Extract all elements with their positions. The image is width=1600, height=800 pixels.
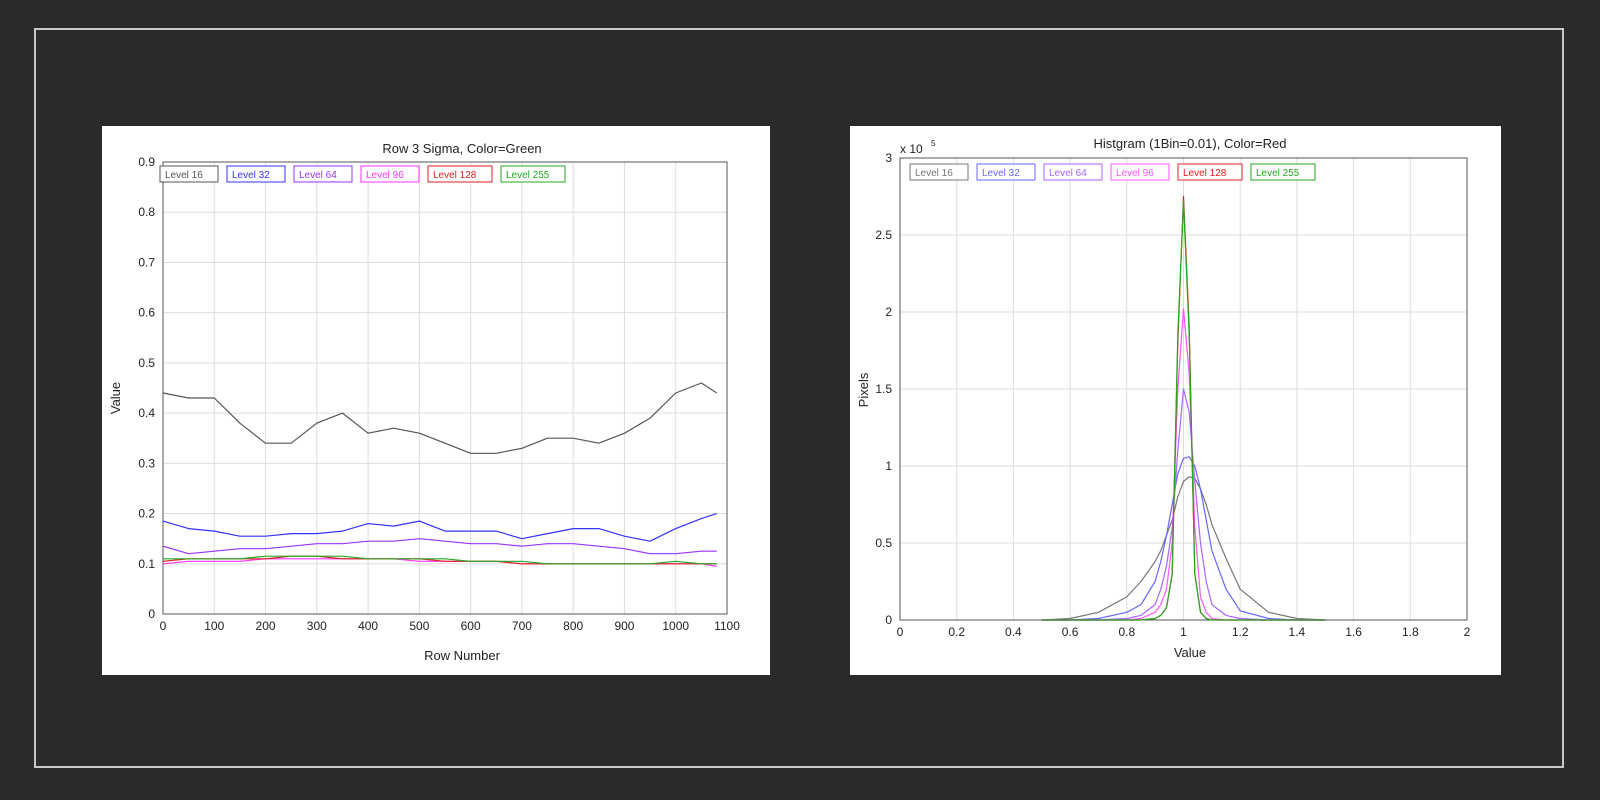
x-tick-label: 1.8 xyxy=(1402,625,1419,639)
y-tick-label: 0.3 xyxy=(138,456,155,470)
x-tick-label: 600 xyxy=(461,619,481,633)
x-tick-label: 0.6 xyxy=(1062,625,1079,639)
legend-box xyxy=(909,163,969,181)
y-tick-label: 0.5 xyxy=(875,536,892,550)
y-tick-label: 0.9 xyxy=(138,155,155,169)
x-axis-label: Row Number xyxy=(424,648,501,663)
series-line-level-128 xyxy=(162,555,717,565)
plot-area-frame xyxy=(162,161,728,615)
y-tick-label: 0.8 xyxy=(138,205,155,219)
y-axis-label: Value xyxy=(108,382,123,414)
legend-label: Level 32 xyxy=(982,168,1020,179)
x-tick-label: 1.2 xyxy=(1232,625,1249,639)
legend-label: Level 96 xyxy=(366,170,404,181)
x-tick-label: 1.6 xyxy=(1345,625,1362,639)
y-tick-label: 0.6 xyxy=(138,306,155,320)
y-scale-exponent: 5 xyxy=(931,139,936,148)
x-tick-label: 1000 xyxy=(662,619,689,633)
legend-label: Level 255 xyxy=(1256,168,1300,179)
histogram-chart: Histgram (1Bin=0.01), Color=Red Value Pi… xyxy=(856,136,1471,660)
x-tick-label: 0 xyxy=(897,625,904,639)
legend-label: Level 128 xyxy=(1183,168,1227,179)
legend-box xyxy=(427,165,493,183)
x-tick-label: 0 xyxy=(160,619,167,633)
chart-title: Histgram (1Bin=0.01), Color=Red xyxy=(1094,136,1287,151)
histogram-chart-panel: Histgram (1Bin=0.01), Color=Red Value Pi… xyxy=(850,126,1501,675)
legend-box xyxy=(1043,163,1103,181)
y-tick-label: 2 xyxy=(885,305,892,319)
x-axis-label: Value xyxy=(1174,645,1206,660)
legend-label: Level 32 xyxy=(232,170,270,181)
y-tick-label: 1.5 xyxy=(875,382,892,396)
x-tick-label: 1 xyxy=(1180,625,1187,639)
x-tick-label: 400 xyxy=(358,619,378,633)
legend-label: Level 64 xyxy=(1049,168,1087,179)
y-tick-label: 0.2 xyxy=(138,507,155,521)
legend-label: Level 16 xyxy=(915,168,953,179)
legend-box xyxy=(500,165,566,183)
series-line-level-16 xyxy=(162,382,718,454)
x-tick-label: 1100 xyxy=(714,619,740,633)
legend-box xyxy=(1177,163,1243,181)
x-tick-label: 0.8 xyxy=(1118,625,1135,639)
x-tick-label: 2 xyxy=(1464,625,1471,639)
sigma-chart-panel: Row 3 Sigma, Color=Green Row Number Valu… xyxy=(102,126,770,675)
series-line-level-64 xyxy=(1041,388,1326,621)
y-axis-label: Pixels xyxy=(856,372,871,407)
legend-box xyxy=(976,163,1036,181)
x-tick-label: 100 xyxy=(204,619,224,633)
legend-label: Level 64 xyxy=(299,170,337,181)
y-tick-label: 0 xyxy=(148,607,155,621)
sigma-chart: Row 3 Sigma, Color=Green Row Number Valu… xyxy=(108,141,740,663)
y-tick-label: 3 xyxy=(885,151,892,165)
x-tick-label: 0.4 xyxy=(1005,625,1022,639)
plot-area-frame xyxy=(899,157,1468,621)
legend-box xyxy=(159,165,219,183)
y-tick-label: 0.5 xyxy=(138,356,155,370)
series-line-level-64 xyxy=(162,538,717,555)
series-line-level-255 xyxy=(1041,200,1326,621)
series-line-level-96 xyxy=(162,558,717,567)
series-line-level-32 xyxy=(162,513,717,542)
legend-box xyxy=(360,165,420,183)
x-tick-label: 1.4 xyxy=(1289,625,1306,639)
legend-label: Level 255 xyxy=(506,170,550,181)
x-tick-label: 800 xyxy=(563,619,583,633)
legend-label: Level 16 xyxy=(165,170,203,181)
y-tick-label: 1 xyxy=(885,459,892,473)
y-tick-label: 0.7 xyxy=(138,255,155,269)
legend-label: Level 128 xyxy=(433,170,477,181)
series-line-level-16 xyxy=(1041,476,1326,621)
legend-box xyxy=(226,165,286,183)
x-tick-label: 900 xyxy=(614,619,634,633)
legend-box xyxy=(293,165,353,183)
x-tick-label: 200 xyxy=(256,619,276,633)
y-tick-label: 0 xyxy=(885,613,892,627)
legend-box xyxy=(1110,163,1170,181)
legend-box xyxy=(1250,163,1316,181)
x-tick-label: 300 xyxy=(307,619,327,633)
x-tick-label: 0.2 xyxy=(948,625,965,639)
x-tick-label: 700 xyxy=(512,619,532,633)
y-tick-label: 2.5 xyxy=(875,228,892,242)
y-tick-label: 0.4 xyxy=(138,406,155,420)
legend-label: Level 96 xyxy=(1116,168,1154,179)
y-scale-label: x 10 xyxy=(900,142,923,156)
series-line-level-32 xyxy=(1041,456,1326,621)
outer-frame xyxy=(34,28,1564,768)
chart-title: Row 3 Sigma, Color=Green xyxy=(382,141,541,156)
series-line-level-255 xyxy=(163,555,717,565)
x-tick-label: 500 xyxy=(409,619,429,633)
y-tick-label: 0.1 xyxy=(138,557,155,571)
